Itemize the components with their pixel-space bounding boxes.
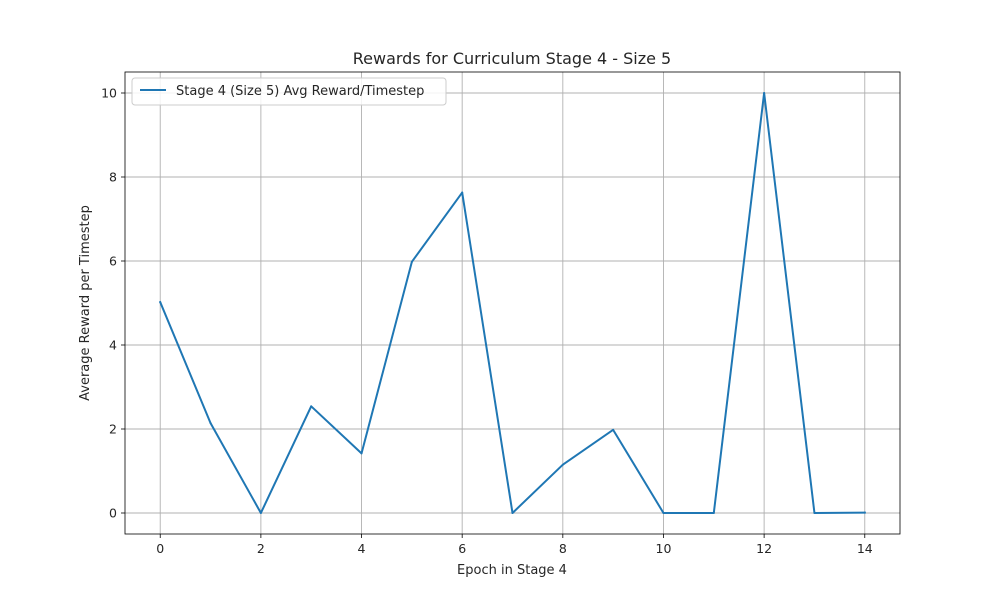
y-tick-label: 8	[109, 170, 117, 185]
data-point	[612, 428, 615, 431]
x-tick-label: 0	[156, 541, 164, 556]
data-point	[209, 422, 212, 425]
data-point	[763, 92, 766, 94]
legend: Stage 4 (Size 5) Avg Reward/Timestep	[131, 77, 447, 106]
data-point	[511, 512, 514, 514]
x-tick-label: 6	[458, 541, 466, 556]
y-tick-label: 2	[109, 422, 117, 437]
data-point	[561, 463, 564, 466]
data-point	[360, 452, 363, 455]
data-point	[712, 512, 715, 514]
legend-label: Stage 4 (Size 5) Avg Reward/Timestep	[176, 84, 424, 99]
x-tick-label: 10	[656, 541, 672, 556]
x-tick-label: 2	[257, 541, 265, 556]
legend-box	[131, 77, 447, 106]
y-tick-label: 10	[101, 86, 117, 101]
y-tick-label: 4	[109, 338, 117, 353]
x-tick-label: 12	[756, 541, 772, 556]
x-axis-ticks: 0 2 4 6 8 10 12 14	[156, 534, 873, 556]
y-axis-label: Average Reward per Timestep	[78, 205, 93, 401]
data-point	[310, 405, 313, 408]
plot-frame	[124, 71, 901, 535]
data-point	[259, 512, 262, 514]
chart-title: Rewards for Curriculum Stage 4 - Size 5	[353, 49, 671, 68]
y-axis-ticks: 0 2 4 6 8 10	[101, 86, 125, 521]
x-axis-label: Epoch in Stage 4	[457, 563, 567, 578]
x-tick-label: 14	[857, 541, 873, 556]
data-point	[159, 301, 162, 304]
data-point	[410, 260, 413, 263]
y-tick-label: 0	[109, 506, 117, 521]
y-tick-label: 6	[109, 254, 117, 269]
data-point	[863, 511, 866, 514]
data-point	[461, 191, 464, 194]
x-tick-label: 4	[358, 541, 366, 556]
series-layer	[158, 92, 866, 514]
grid	[125, 72, 900, 534]
x-tick-label: 8	[559, 541, 567, 556]
data-point	[813, 512, 816, 514]
data-point	[662, 512, 665, 514]
